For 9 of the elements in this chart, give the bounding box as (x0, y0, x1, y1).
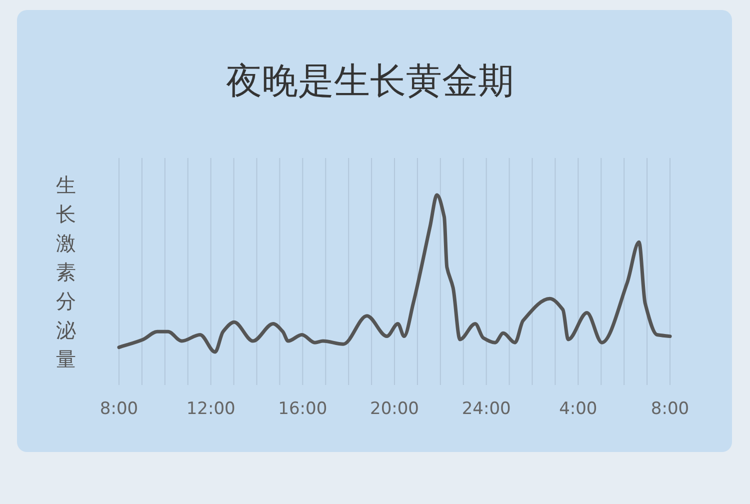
xtick-label: 24:00 (462, 399, 511, 419)
xtick-label: 20:00 (370, 399, 419, 419)
ylabel: 生长激素分泌量 (56, 173, 76, 371)
title: 夜晚是生长黄金期 (226, 61, 514, 102)
xtick-label: 8:00 (650, 399, 690, 419)
xtick-label: 8:00 (100, 399, 138, 419)
xtick-label: 12:00 (186, 399, 236, 419)
xtick-label: 16:00 (278, 399, 328, 419)
xtick-label: 4:00 (559, 399, 598, 419)
